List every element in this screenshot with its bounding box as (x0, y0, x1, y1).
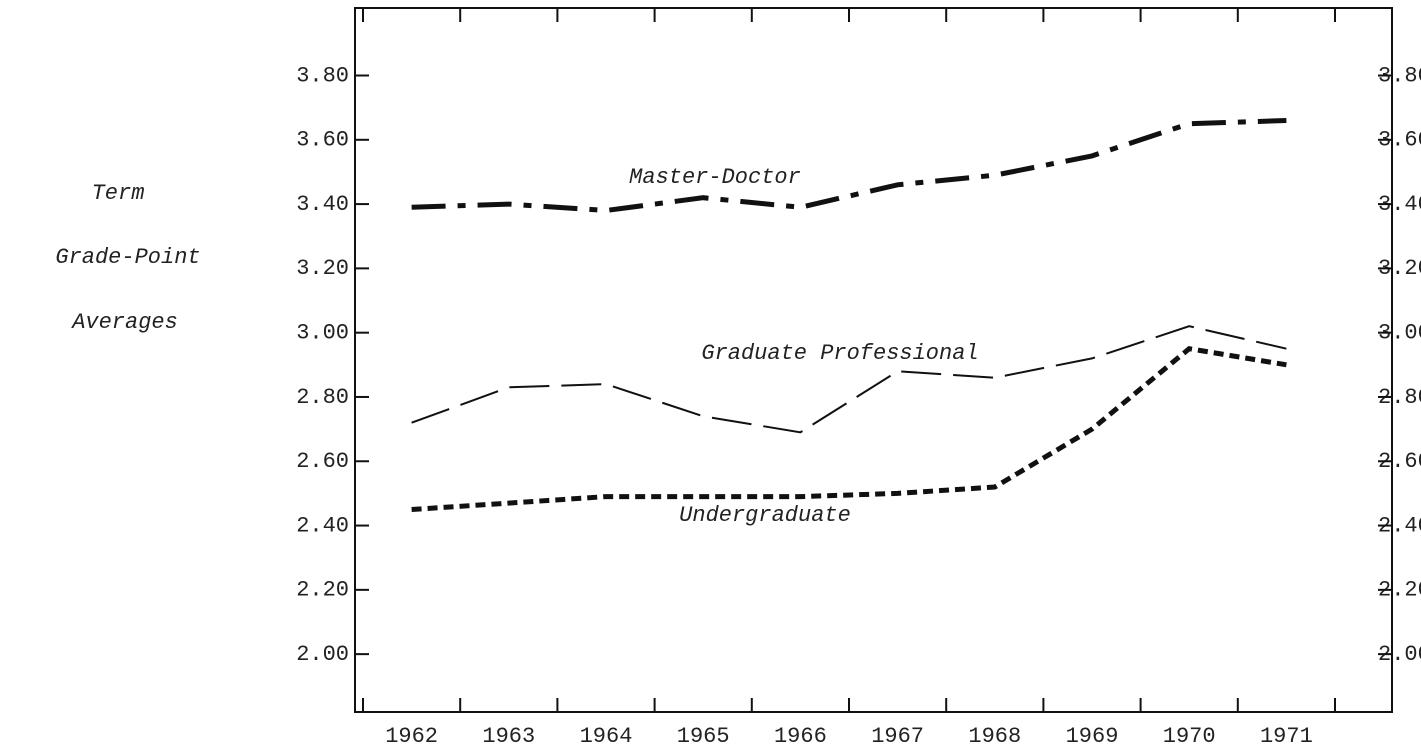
series-label: Undergraduate (679, 503, 851, 528)
series-label: Master-Doctor (629, 165, 801, 190)
series-line (411, 118, 1287, 214)
x-tick-label: 1964 (580, 724, 633, 749)
y-tick-label: 3.40 (296, 192, 349, 217)
series-line (411, 346, 1287, 512)
x-tick-label: 1970 (1163, 724, 1216, 749)
y-tick-label: 2.20 (296, 578, 349, 603)
series-line (411, 325, 1287, 434)
y-tick-label: 3.80 (296, 63, 349, 88)
y-tick-label: 2.80 (296, 385, 349, 410)
x-tick-label: 1969 (1066, 724, 1119, 749)
series-label: Graduate Professional (701, 341, 978, 366)
x-tick-label: 1963 (482, 724, 535, 749)
x-tick-label: 1966 (774, 724, 827, 749)
y-tick-label: 3.60 (296, 128, 349, 153)
y-axis-label: Grade-Point (55, 245, 200, 270)
x-tick-label: 1971 (1260, 724, 1313, 749)
y-axis-label: Averages (70, 310, 178, 335)
y-tick-label: 2.00 (296, 642, 349, 667)
y-tick-label: 2.60 (296, 449, 349, 474)
x-tick-label: 1968 (968, 724, 1021, 749)
y-tick-label: 3.00 (296, 320, 349, 345)
x-tick-label: 1962 (385, 724, 438, 749)
y-tick-label: 2.40 (296, 513, 349, 538)
x-tick-label: 1967 (871, 724, 924, 749)
x-tick-label: 1965 (677, 724, 730, 749)
plot-frame (354, 7, 1393, 713)
y-axis-label: Term (92, 181, 145, 206)
y-tick-label: 3.20 (296, 256, 349, 281)
